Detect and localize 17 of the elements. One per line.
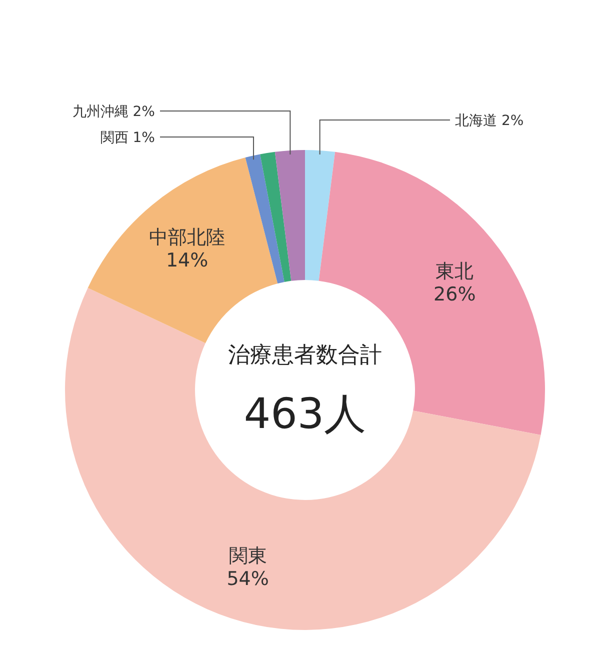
text: 463人	[244, 389, 366, 438]
donut-slice	[65, 288, 541, 630]
slice-label: 関西 1%	[100, 130, 155, 146]
slice-label: 関東	[228, 545, 267, 568]
slice-label: 北海道 2%	[455, 112, 524, 129]
donut-slice	[305, 150, 336, 281]
data-label: 54%	[226, 568, 269, 590]
donut-slice	[274, 150, 305, 281]
slice-label: 東北	[436, 260, 474, 282]
donut-slice	[245, 154, 284, 284]
donut-slice	[260, 152, 292, 282]
donut-slice	[88, 158, 278, 344]
slice-label: 九州沖縄 2%	[72, 104, 155, 120]
data-label: 26%	[434, 283, 476, 306]
slice-label: 中部北陸	[149, 226, 226, 249]
text: 治療患者数合計	[228, 343, 382, 368]
data-label: 14%	[166, 249, 208, 272]
